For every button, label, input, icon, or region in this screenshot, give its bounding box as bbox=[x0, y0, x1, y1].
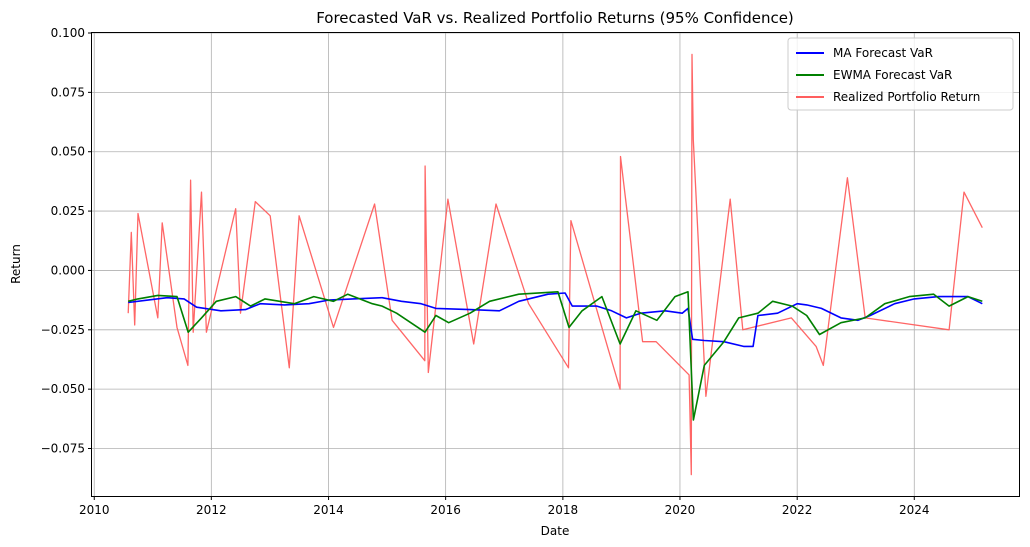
y-tick-label: −0.050 bbox=[41, 382, 85, 396]
x-tick-label: 2014 bbox=[313, 503, 344, 517]
chart-title: Forecasted VaR vs. Realized Portfolio Re… bbox=[316, 9, 794, 27]
x-tick-label: 2022 bbox=[782, 503, 813, 517]
y-axis-title: Return bbox=[9, 244, 23, 284]
legend-label: MA Forecast VaR bbox=[833, 46, 933, 60]
y-tick-label: 0.000 bbox=[51, 263, 85, 277]
x-tick-label: 2020 bbox=[665, 503, 696, 517]
x-axis-ticks: 2010 2012 2014 2016 2018 2020 2022 2024 bbox=[79, 496, 930, 517]
y-tick-label: 0.025 bbox=[51, 204, 85, 218]
x-tick-label: 2016 bbox=[430, 503, 461, 517]
plot-frame bbox=[91, 32, 1020, 497]
series-line-realized-portfolio-return bbox=[127, 53, 983, 476]
legend-label: Realized Portfolio Return bbox=[833, 90, 980, 104]
legend-label: EWMA Forecast VaR bbox=[833, 68, 952, 82]
y-tick-label: 0.075 bbox=[51, 85, 85, 99]
x-axis-title: Date bbox=[541, 524, 570, 538]
y-tick-label: −0.025 bbox=[41, 323, 85, 337]
x-tick-label: 2024 bbox=[899, 503, 930, 517]
x-tick-label: 2010 bbox=[79, 503, 110, 517]
legend: MA Forecast VaR EWMA Forecast VaR Realized… bbox=[787, 37, 1014, 111]
y-axis-ticks: 0.100 0.075 0.050 0.025 0.000 −0.025 −0.050 −0.… bbox=[41, 26, 92, 456]
series-layer bbox=[127, 53, 983, 476]
y-tick-label: 0.100 bbox=[51, 26, 85, 40]
series-line-ewma-forecast-var bbox=[128, 290, 983, 421]
y-tick-label: −0.075 bbox=[41, 442, 85, 456]
x-tick-label: 2012 bbox=[196, 503, 227, 517]
series-line-ma-forecast-var bbox=[128, 292, 983, 348]
x-tick-label: 2018 bbox=[548, 503, 579, 517]
y-tick-label: 0.050 bbox=[51, 145, 85, 159]
legend-box bbox=[787, 37, 1014, 111]
